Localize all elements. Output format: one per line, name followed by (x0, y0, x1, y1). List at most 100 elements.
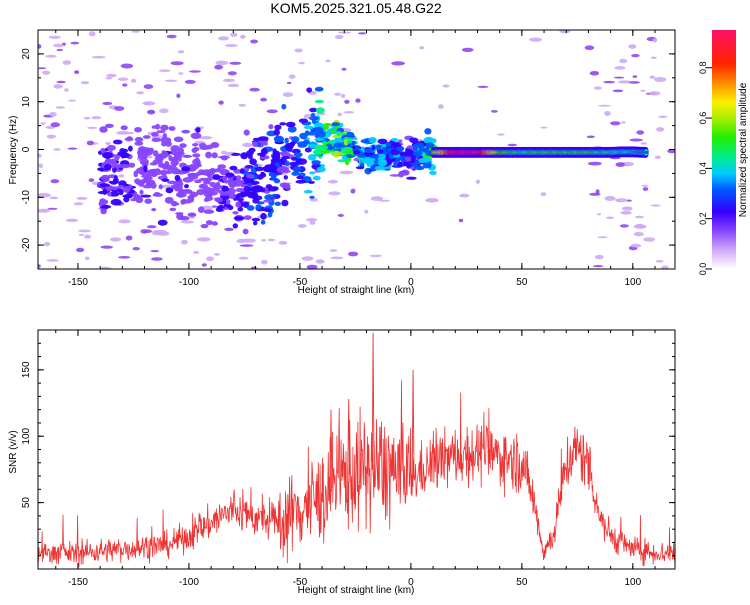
trace-blob (173, 136, 184, 143)
trace-blob (151, 132, 159, 137)
trace-blob (117, 185, 126, 189)
trace-blob (311, 128, 318, 132)
trace-blob (281, 199, 289, 207)
trace-blob (203, 209, 215, 214)
noise-blob (76, 196, 88, 200)
noise-blob (78, 233, 85, 236)
snr-marks (38, 332, 675, 568)
trace-blob (251, 217, 261, 222)
trace-blob (221, 185, 229, 192)
noise-blob (442, 84, 450, 88)
noise-blob (206, 256, 214, 262)
trace-blob (268, 124, 274, 130)
noise-blob (327, 179, 339, 184)
trace-blob (425, 142, 435, 149)
noise-blob (109, 237, 122, 242)
trace-blob (175, 212, 184, 216)
noise-blob (86, 140, 94, 146)
noise-blob (239, 244, 254, 247)
trace-blob (279, 122, 287, 126)
noise-blob (261, 259, 268, 265)
colorbar-tick-label: 0.6 (698, 112, 708, 125)
noise-blob (50, 179, 60, 184)
trace-blob (165, 141, 173, 147)
trace-blob (298, 118, 308, 124)
snr-spike (347, 398, 351, 475)
noise-blob (150, 250, 160, 253)
trace-blob (113, 175, 118, 181)
noise-blob (84, 234, 92, 239)
trace-blob (243, 129, 250, 136)
noise-blob (606, 216, 614, 220)
trace-blob (155, 123, 161, 130)
trace-blob (364, 148, 374, 153)
noise-blob (122, 83, 128, 87)
x-tick-label: 50 (516, 277, 528, 288)
trace-blob (170, 168, 182, 175)
noise-blob (267, 238, 276, 242)
noise-blob (595, 254, 604, 260)
trace-blob (134, 178, 141, 184)
noise-blob (540, 126, 548, 129)
noise-blob (222, 78, 236, 83)
noise-blob (120, 63, 134, 69)
trace-blob (309, 107, 318, 113)
noise-blob (260, 97, 267, 102)
trace-blob (221, 175, 228, 181)
noise-blob (53, 148, 61, 151)
noise-blob (65, 218, 78, 222)
y-tick-label: 0 (21, 146, 32, 152)
trace-blob (285, 145, 293, 151)
trace-blob (105, 123, 114, 128)
x-tick-label: 0 (408, 277, 414, 288)
trace-blob (152, 150, 159, 157)
trace-blob (355, 145, 360, 152)
noise-blob (48, 35, 61, 39)
trace-blob (331, 122, 340, 127)
noise-blob (649, 91, 661, 96)
trace-blob (152, 159, 163, 164)
noise-blob (628, 81, 640, 84)
trace-blob (196, 189, 205, 196)
noise-blob (56, 80, 66, 84)
trace-blob (314, 99, 325, 104)
noise-blob (147, 155, 153, 159)
trace-blob (237, 207, 244, 212)
trace-blob (224, 227, 234, 231)
noise-blob (650, 56, 657, 59)
trace-blob (219, 191, 231, 196)
trace-blob (142, 155, 148, 160)
y-tick-label: 10 (21, 96, 32, 108)
noise-blob (656, 127, 665, 132)
trace-blob (423, 136, 434, 144)
trace-blob (260, 172, 267, 178)
trace-blob (119, 148, 126, 154)
y-tick-label: -20 (21, 237, 32, 252)
trace-blob (219, 169, 224, 174)
trace-blob (192, 143, 199, 147)
trace-blob (311, 160, 321, 165)
noise-blob (88, 31, 96, 37)
trace-blob (424, 128, 432, 135)
snr-spike (371, 332, 375, 470)
noise-blob (227, 83, 240, 88)
trace-blob (119, 164, 131, 169)
trace-blob (422, 163, 429, 169)
noise-blob (586, 135, 595, 139)
trace-blob (279, 183, 290, 188)
trace-blob (284, 137, 289, 144)
trace-blob (167, 180, 178, 185)
trace-blob (308, 143, 316, 149)
trace-blob (190, 132, 202, 139)
y-tick-label: 100 (21, 427, 32, 444)
trace-blob (160, 169, 168, 176)
trace-blob (293, 166, 302, 173)
noise-blob (597, 236, 608, 239)
noise-blob (306, 264, 318, 269)
trace-blob (236, 197, 244, 202)
trace-blob (197, 206, 205, 213)
trace-blob (166, 167, 173, 171)
noise-blob (507, 143, 517, 147)
noise-blob (118, 219, 131, 224)
noise-blob (364, 209, 369, 214)
